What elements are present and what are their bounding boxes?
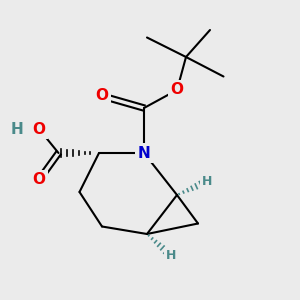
Text: O: O bbox=[170, 82, 184, 98]
Text: H: H bbox=[202, 175, 212, 188]
Text: O: O bbox=[32, 122, 46, 136]
Text: O: O bbox=[95, 88, 109, 104]
Text: H: H bbox=[166, 249, 176, 262]
Text: O: O bbox=[32, 172, 46, 188]
Text: H: H bbox=[10, 122, 23, 136]
Text: N: N bbox=[138, 146, 150, 160]
